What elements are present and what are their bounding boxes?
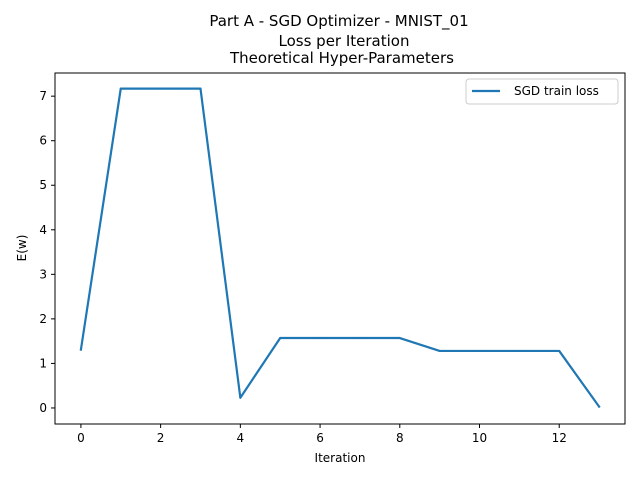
chart-title-line-3: Theoretical Hyper-Parameters bbox=[229, 49, 454, 67]
chart-title: Part A - SGD Optimizer - MNIST_01 Loss p… bbox=[209, 12, 468, 67]
data-point bbox=[398, 337, 401, 340]
data-point bbox=[518, 349, 521, 352]
y-tick-label: 5 bbox=[39, 178, 47, 192]
data-point bbox=[478, 349, 481, 352]
y-axis-label: E(w) bbox=[15, 235, 29, 262]
data-point bbox=[358, 337, 361, 340]
data-point bbox=[79, 348, 82, 351]
x-tick-label: 4 bbox=[237, 431, 245, 445]
y-tick-label: 1 bbox=[39, 356, 47, 370]
series-line-sgd-train-loss bbox=[79, 87, 601, 409]
data-point bbox=[159, 87, 162, 90]
chart-title-line-2: Loss per Iteration bbox=[279, 32, 410, 50]
data-point bbox=[119, 87, 122, 90]
x-tick-label: 12 bbox=[552, 431, 567, 445]
data-point bbox=[319, 337, 322, 340]
data-point bbox=[279, 337, 282, 340]
x-tick-label: 0 bbox=[77, 431, 85, 445]
x-tick-label: 2 bbox=[157, 431, 165, 445]
data-point bbox=[199, 87, 202, 90]
legend-box bbox=[465, 78, 619, 105]
y-tick-label: 6 bbox=[39, 134, 47, 148]
data-point bbox=[558, 349, 561, 352]
y-tick-label: 0 bbox=[39, 401, 47, 415]
legend-label: SGD train loss bbox=[514, 84, 599, 98]
x-tick-label: 6 bbox=[316, 431, 324, 445]
plot-frame bbox=[54, 72, 626, 425]
y-tick-label: 4 bbox=[39, 223, 47, 237]
data-point bbox=[598, 405, 601, 408]
data-point bbox=[239, 396, 242, 399]
y-tick-label: 2 bbox=[39, 312, 47, 326]
x-tick-label: 8 bbox=[396, 431, 404, 445]
x-tick-label: 10 bbox=[472, 431, 487, 445]
x-axis-label: Iteration bbox=[315, 451, 366, 465]
y-tick-label: 7 bbox=[39, 89, 47, 103]
data-point bbox=[438, 349, 441, 352]
legend: SGD train loss bbox=[465, 78, 619, 105]
y-tick-label: 3 bbox=[39, 267, 47, 281]
series-group bbox=[79, 87, 601, 409]
chart-title-line-1: Part A - SGD Optimizer - MNIST_01 bbox=[209, 12, 468, 31]
